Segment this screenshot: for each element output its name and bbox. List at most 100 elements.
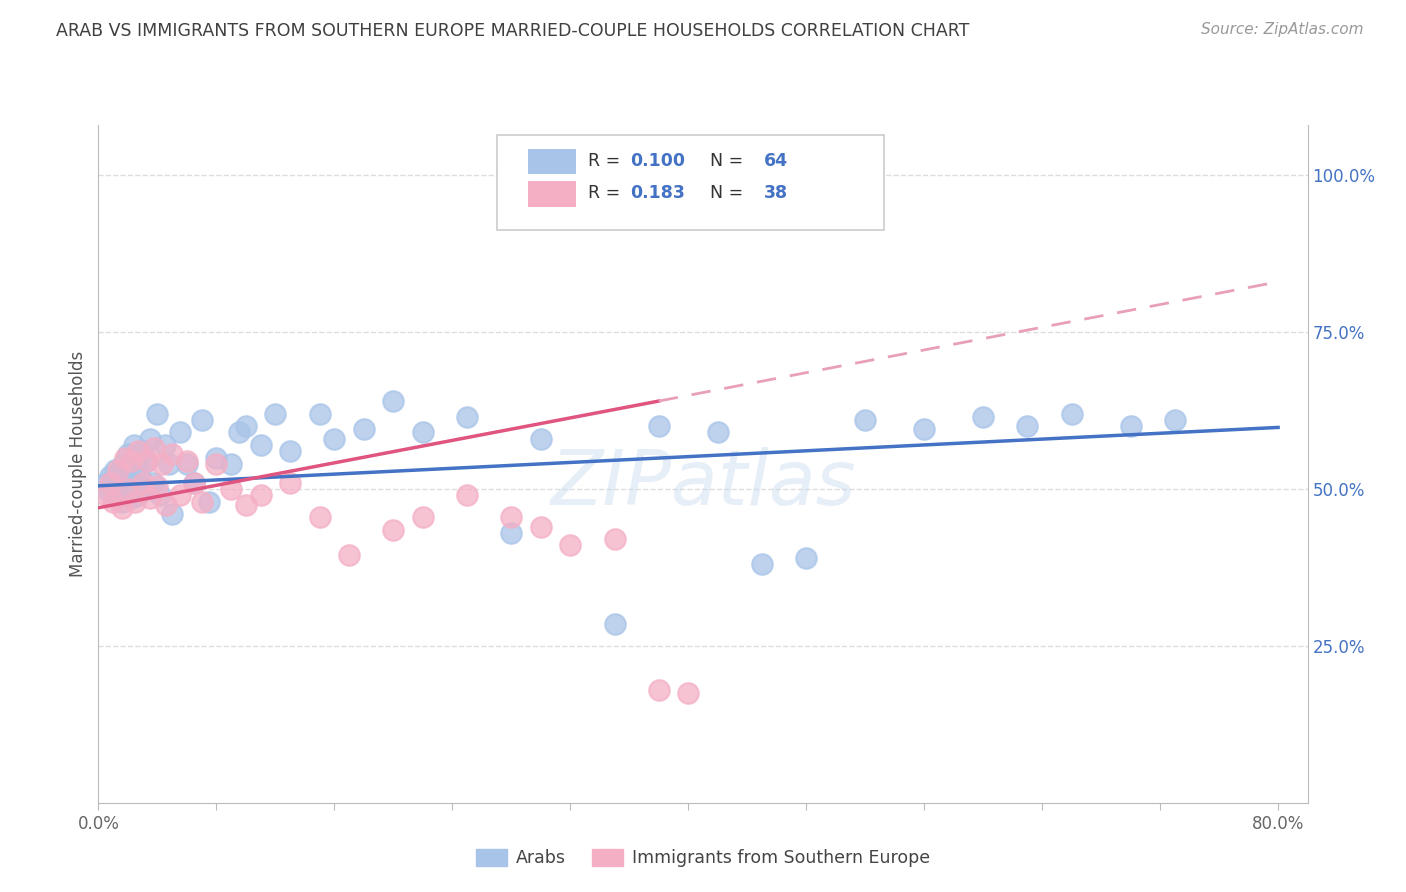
Point bbox=[235, 419, 257, 434]
Point bbox=[219, 457, 242, 471]
Point bbox=[706, 425, 728, 440]
Point bbox=[104, 463, 127, 477]
Point bbox=[308, 407, 330, 421]
Point bbox=[1017, 419, 1039, 434]
Text: 0.183: 0.183 bbox=[630, 185, 685, 202]
Point bbox=[136, 453, 159, 467]
Point bbox=[382, 523, 405, 537]
Point bbox=[153, 438, 176, 452]
Point bbox=[131, 444, 153, 458]
Point bbox=[111, 500, 134, 515]
Point bbox=[169, 425, 191, 440]
Point bbox=[972, 409, 994, 424]
Point bbox=[190, 413, 212, 427]
Point bbox=[110, 467, 132, 481]
Point bbox=[101, 479, 124, 493]
Point bbox=[530, 519, 553, 533]
Text: R =: R = bbox=[588, 152, 626, 169]
Point bbox=[228, 425, 250, 440]
Point bbox=[120, 453, 142, 467]
Point bbox=[1119, 419, 1142, 434]
Point bbox=[136, 453, 159, 467]
Point bbox=[198, 494, 221, 508]
Text: 64: 64 bbox=[763, 152, 787, 169]
Point bbox=[678, 686, 700, 700]
Point bbox=[249, 438, 271, 452]
Point bbox=[751, 558, 773, 572]
Bar bbox=[527, 149, 576, 174]
Point bbox=[278, 444, 301, 458]
Point bbox=[142, 475, 165, 490]
Point bbox=[176, 453, 198, 467]
Point bbox=[1164, 413, 1187, 427]
Point bbox=[108, 482, 131, 496]
Text: ARAB VS IMMIGRANTS FROM SOUTHERN EUROPE MARRIED-COUPLE HOUSEHOLDS CORRELATION CH: ARAB VS IMMIGRANTS FROM SOUTHERN EUROPE … bbox=[56, 22, 970, 40]
Point bbox=[149, 488, 172, 502]
Point bbox=[120, 453, 142, 467]
Point bbox=[128, 469, 150, 483]
FancyBboxPatch shape bbox=[498, 135, 884, 230]
Point bbox=[323, 432, 346, 446]
Point bbox=[107, 463, 129, 477]
Point bbox=[97, 485, 120, 500]
Point bbox=[117, 482, 139, 496]
Point bbox=[853, 413, 876, 427]
Point bbox=[169, 488, 191, 502]
Point bbox=[308, 510, 330, 524]
Point bbox=[160, 447, 183, 461]
Point bbox=[98, 469, 121, 483]
Text: ZIPatlas: ZIPatlas bbox=[550, 447, 856, 521]
Point bbox=[115, 485, 138, 500]
Bar bbox=[527, 181, 576, 207]
Y-axis label: Married-couple Households: Married-couple Households bbox=[69, 351, 87, 577]
Point bbox=[219, 482, 242, 496]
Point bbox=[648, 419, 671, 434]
Point bbox=[157, 457, 180, 471]
Text: 38: 38 bbox=[763, 185, 787, 202]
Point bbox=[160, 507, 183, 521]
Point bbox=[235, 498, 257, 512]
Point bbox=[190, 494, 212, 508]
Point bbox=[382, 394, 405, 409]
Point bbox=[150, 457, 173, 471]
Point bbox=[337, 548, 360, 562]
Text: R =: R = bbox=[588, 185, 626, 202]
Legend: Arabs, Immigrants from Southern Europe: Arabs, Immigrants from Southern Europe bbox=[470, 842, 936, 874]
Point bbox=[264, 407, 287, 421]
Point bbox=[146, 407, 169, 421]
Point bbox=[98, 475, 121, 490]
Point bbox=[94, 488, 117, 502]
Point bbox=[530, 432, 553, 446]
Point bbox=[278, 475, 301, 490]
Point bbox=[114, 450, 136, 465]
Point bbox=[107, 473, 129, 487]
Point bbox=[648, 682, 671, 697]
Point bbox=[412, 510, 434, 524]
Point bbox=[101, 494, 124, 508]
Point bbox=[112, 457, 135, 471]
Point bbox=[205, 457, 228, 471]
Text: 0.100: 0.100 bbox=[630, 152, 686, 169]
Point bbox=[501, 510, 523, 524]
Point bbox=[118, 479, 141, 493]
Text: N =: N = bbox=[699, 152, 749, 169]
Point bbox=[125, 460, 148, 475]
Point bbox=[135, 482, 157, 496]
Point bbox=[105, 488, 128, 502]
Point bbox=[183, 475, 205, 490]
Point bbox=[121, 491, 143, 506]
Text: Source: ZipAtlas.com: Source: ZipAtlas.com bbox=[1201, 22, 1364, 37]
Point bbox=[114, 475, 136, 490]
Point bbox=[249, 488, 271, 502]
Point bbox=[560, 538, 582, 552]
Point bbox=[456, 488, 478, 502]
Point bbox=[155, 498, 177, 512]
Point bbox=[353, 422, 375, 436]
Point bbox=[131, 475, 153, 490]
Point bbox=[146, 479, 169, 493]
Point bbox=[139, 432, 162, 446]
Point bbox=[139, 491, 162, 506]
Point bbox=[94, 475, 117, 490]
Point bbox=[501, 525, 523, 540]
Point bbox=[205, 450, 228, 465]
